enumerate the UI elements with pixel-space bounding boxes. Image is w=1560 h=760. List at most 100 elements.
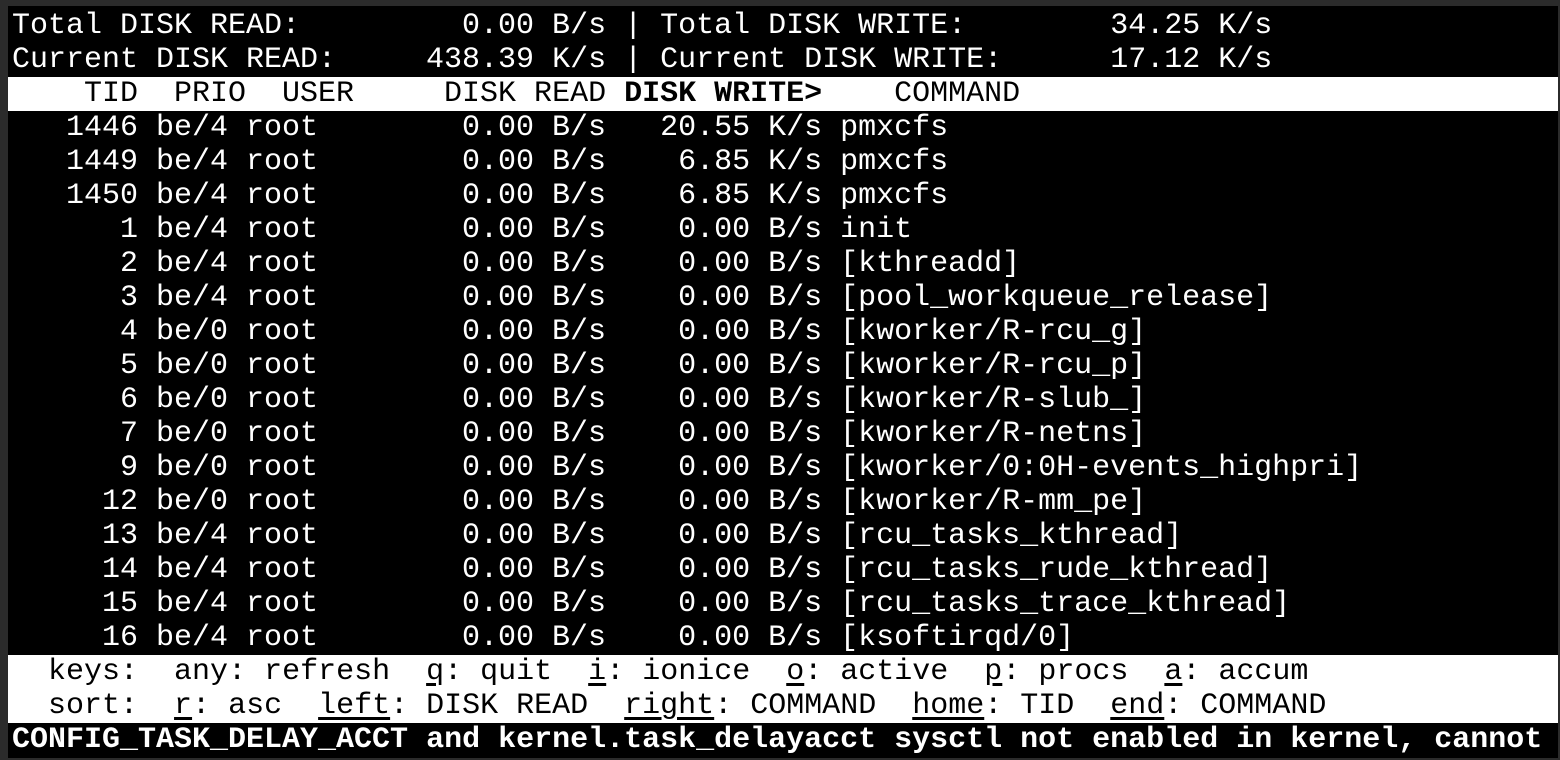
- process-row[interactable]: 9 be/0 root 0.00 B/s 0.00 B/s [kworker/0:0H-e…: [8, 451, 1558, 485]
- row-disk-write: 0.00 B/s: [678, 349, 823, 383]
- sort-key-right[interactable]: right: [624, 689, 715, 723]
- keys-key-desc: : accum: [1182, 655, 1309, 689]
- sort-key-r[interactable]: r: [174, 689, 193, 723]
- sort-key-desc: : TID: [984, 689, 1075, 723]
- col-tid[interactable]: TID: [84, 77, 139, 111]
- row-prio: be/4: [156, 179, 229, 213]
- sort-key-home[interactable]: home: [912, 689, 985, 723]
- total-write-value: 34.25 K/s: [1110, 9, 1273, 43]
- row-prio: be/4: [156, 281, 229, 315]
- row-disk-read: 0.00 B/s: [462, 383, 607, 417]
- row-user: root: [246, 485, 319, 519]
- row-tid: 1450: [66, 179, 139, 213]
- row-prio: be/4: [156, 553, 229, 587]
- row-disk-read: 0.00 B/s: [462, 417, 607, 451]
- process-row[interactable]: 12 be/0 root 0.00 B/s 0.00 B/s [kworker/R-mm_…: [8, 485, 1558, 519]
- row-prio: be/0: [156, 383, 229, 417]
- row-command: [kthreadd]: [840, 247, 1021, 281]
- process-row[interactable]: 4 be/0 root 0.00 B/s 0.00 B/s [kworker/R-rcu_…: [8, 315, 1558, 349]
- row-disk-read: 0.00 B/s: [462, 315, 607, 349]
- row-prio: be/4: [156, 621, 229, 655]
- row-tid: 9: [120, 451, 139, 485]
- row-disk-read: 0.00 B/s: [462, 519, 607, 553]
- col-prio[interactable]: PRIO: [174, 77, 247, 111]
- row-prio: be/0: [156, 315, 229, 349]
- keys-key-any[interactable]: any: [174, 655, 229, 689]
- process-row[interactable]: 14 be/4 root 0.00 B/s 0.00 B/s [rcu_tasks_rud…: [8, 553, 1558, 587]
- process-row[interactable]: 3 be/4 root 0.00 B/s 0.00 B/s [pool_workqueue…: [8, 281, 1558, 315]
- process-row[interactable]: 16 be/4 root 0.00 B/s 0.00 B/s [ksoftirqd/0]: [8, 621, 1558, 655]
- row-disk-read: 0.00 B/s: [462, 553, 607, 587]
- column-header: TID PRIO USER DISK READ DISK WRITE> COMMAND: [8, 77, 1558, 111]
- row-tid: 2: [120, 247, 139, 281]
- current-write-value: 17.12 K/s: [1110, 43, 1273, 77]
- row-tid: 15: [102, 587, 139, 621]
- keys-key-q[interactable]: q: [426, 655, 445, 689]
- row-prio: be/4: [156, 587, 229, 621]
- row-disk-read: 0.00 B/s: [462, 451, 607, 485]
- row-command: [ksoftirqd/0]: [840, 621, 1075, 655]
- row-user: root: [246, 315, 319, 349]
- row-command: [kworker/0:0H-events_highpri]: [840, 451, 1363, 485]
- sort-label: sort:: [48, 689, 139, 723]
- process-row[interactable]: 1446 be/4 root 0.00 B/s 20.55 K/s pmxcfs: [8, 111, 1558, 145]
- row-user: root: [246, 621, 319, 655]
- keys-key-a[interactable]: a: [1164, 655, 1183, 689]
- row-disk-read: 0.00 B/s: [462, 621, 607, 655]
- col-disk-write-sorted[interactable]: DISK WRITE>: [624, 77, 823, 111]
- separator: |: [624, 43, 643, 77]
- keys-key-o[interactable]: o: [786, 655, 805, 689]
- process-row[interactable]: 1449 be/4 root 0.00 B/s 6.85 K/s pmxcfs: [8, 145, 1558, 179]
- process-row[interactable]: 2 be/4 root 0.00 B/s 0.00 B/s [kthreadd]: [8, 247, 1558, 281]
- col-disk-read[interactable]: DISK READ: [444, 77, 607, 111]
- row-disk-read: 0.00 B/s: [462, 247, 607, 281]
- row-user: root: [246, 417, 319, 451]
- iotop-terminal[interactable]: Total DISK READ: 0.00 B/s | Total DISK WR…: [8, 6, 1558, 758]
- row-command: [rcu_tasks_kthread]: [840, 519, 1183, 553]
- row-disk-write: 0.00 B/s: [678, 621, 823, 655]
- row-prio: be/4: [156, 213, 229, 247]
- keys-key-desc: : quit: [444, 655, 553, 689]
- process-row[interactable]: 15 be/4 root 0.00 B/s 0.00 B/s [rcu_tasks_tra…: [8, 587, 1558, 621]
- process-row[interactable]: 7 be/0 root 0.00 B/s 0.00 B/s [kworker/R-netn…: [8, 417, 1558, 451]
- process-row[interactable]: 6 be/0 root 0.00 B/s 0.00 B/s [kworker/R-slub…: [8, 383, 1558, 417]
- keys-key-i[interactable]: i: [588, 655, 607, 689]
- keys-key-p[interactable]: p: [984, 655, 1003, 689]
- sort-key-end[interactable]: end: [1110, 689, 1165, 723]
- keys-key-desc: : refresh: [228, 655, 391, 689]
- row-disk-write: 0.00 B/s: [678, 485, 823, 519]
- sort-key-desc: : DISK READ: [390, 689, 589, 723]
- sort-key-left[interactable]: left: [318, 689, 391, 723]
- summary-total-line: Total DISK READ: 0.00 B/s | Total DISK WR…: [8, 9, 1558, 43]
- total-read-label: Total DISK READ:: [12, 9, 301, 43]
- row-disk-write: 0.00 B/s: [678, 247, 823, 281]
- row-disk-write: 0.00 B/s: [678, 519, 823, 553]
- row-disk-read: 0.00 B/s: [462, 179, 607, 213]
- row-command: [rcu_tasks_rude_kthread]: [840, 553, 1273, 587]
- process-row[interactable]: 5 be/0 root 0.00 B/s 0.00 B/s [kworker/R-rcu_…: [8, 349, 1558, 383]
- row-tid: 16: [102, 621, 139, 655]
- row-tid: 13: [102, 519, 139, 553]
- row-command: [kworker/R-mm_pe]: [840, 485, 1147, 519]
- row-disk-write: 0.00 B/s: [678, 587, 823, 621]
- process-row[interactable]: 1 be/4 root 0.00 B/s 0.00 B/s init: [8, 213, 1558, 247]
- col-command[interactable]: COMMAND: [894, 77, 1021, 111]
- process-list: 1446 be/4 root 0.00 B/s 20.55 K/s pmxcfs 1449 b…: [8, 111, 1558, 655]
- sort-key-desc: : asc: [192, 689, 283, 723]
- row-tid: 1446: [66, 111, 139, 145]
- process-row[interactable]: 13 be/4 root 0.00 B/s 0.00 B/s [rcu_tasks_kth…: [8, 519, 1558, 553]
- keys-key-desc: : procs: [1002, 655, 1129, 689]
- row-command: pmxcfs: [840, 145, 949, 179]
- row-tid: 14: [102, 553, 139, 587]
- current-read-value: 438.39 K/s: [426, 43, 607, 77]
- row-disk-write: 0.00 B/s: [678, 383, 823, 417]
- row-tid: 7: [120, 417, 139, 451]
- keys-key-desc: : ionice: [606, 655, 751, 689]
- col-user[interactable]: USER: [282, 77, 355, 111]
- row-disk-read: 0.00 B/s: [462, 587, 607, 621]
- process-row[interactable]: 1450 be/4 root 0.00 B/s 6.85 K/s pmxcfs: [8, 179, 1558, 213]
- row-command: pmxcfs: [840, 111, 949, 145]
- row-prio: be/0: [156, 349, 229, 383]
- row-disk-write: 0.00 B/s: [678, 315, 823, 349]
- status-message: CONFIG_TASK_DELAY_ACCT and kernel.task_d…: [12, 723, 1543, 757]
